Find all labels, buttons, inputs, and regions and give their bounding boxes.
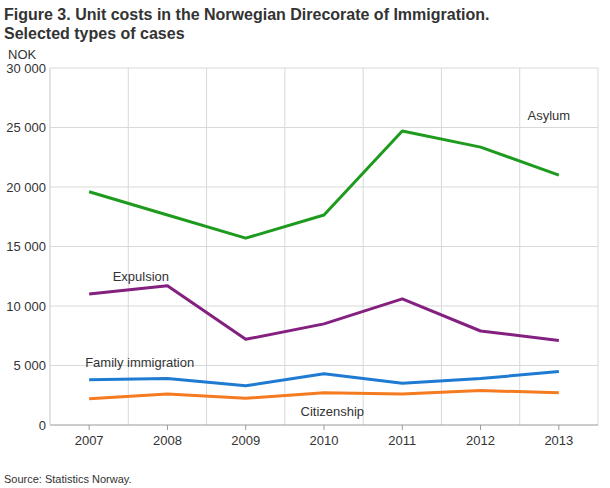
- series-label: Citizenship: [301, 404, 365, 419]
- chart: Figure 3. Unit costs in the Norwegian Di…: [0, 0, 610, 488]
- y-tick-label: 5 000: [13, 358, 46, 373]
- series-line: [89, 371, 559, 385]
- y-grid-line: [50, 127, 598, 128]
- y-axis-line: [50, 68, 51, 425]
- y-tick-label: 25 000: [6, 120, 46, 135]
- x-tick-label: 2013: [544, 433, 573, 448]
- x-grid-line: [50, 68, 51, 425]
- y-grid-line: [50, 68, 598, 69]
- x-tick-label: 2008: [153, 433, 182, 448]
- y-tick-label: 0: [39, 418, 46, 433]
- x-tick-label: 2010: [310, 433, 339, 448]
- subtitle: Selected types of cases: [4, 25, 185, 42]
- series-label: Asylum: [528, 108, 571, 123]
- x-tick-label: 2011: [388, 433, 416, 448]
- x-tick: [402, 425, 403, 430]
- y-grid-line: [50, 306, 598, 307]
- series-line: [89, 286, 559, 341]
- title: Figure 3. Unit costs in the Norwegian Di…: [4, 6, 489, 23]
- x-tick: [558, 425, 559, 430]
- x-tick: [324, 425, 325, 430]
- series-label: Family immigration: [85, 355, 194, 370]
- x-tick-label: 2007: [75, 433, 104, 448]
- source: Source: Statistics Norway.: [4, 473, 132, 485]
- series-label: Expulsion: [113, 269, 169, 284]
- x-tick: [245, 425, 246, 430]
- y-tick-label: 10 000: [6, 299, 46, 314]
- x-tick: [89, 425, 90, 430]
- y-grid-line: [50, 187, 598, 188]
- x-tick: [480, 425, 481, 430]
- y-tick-label: 30 000: [6, 61, 46, 76]
- x-tick: [167, 425, 168, 430]
- y-grid-line: [50, 246, 598, 247]
- series-line: [89, 131, 559, 238]
- y-tick-label: 20 000: [6, 180, 46, 195]
- series-line: [89, 390, 559, 398]
- x-tick-label: 2009: [231, 433, 260, 448]
- x-tick-label: 2012: [466, 433, 495, 448]
- y-tick-label: 15 000: [6, 239, 46, 254]
